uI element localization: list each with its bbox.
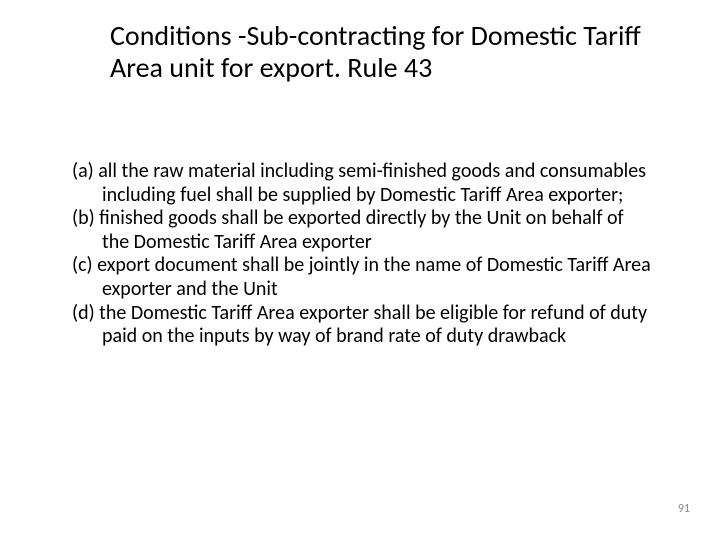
slide-body: (a) all the raw material including semi-… (72, 160, 652, 349)
condition-b: (b) finished goods shall be exported dir… (72, 207, 652, 254)
slide-title: Conditions -Sub-contracting for Domestic… (110, 20, 650, 84)
condition-d: (d) the Domestic Tariff Area exporter sh… (72, 302, 652, 349)
condition-c: (c) export document shall be jointly in … (72, 254, 652, 301)
page-number: 91 (678, 502, 690, 516)
condition-a: (a) all the raw material including semi-… (72, 160, 652, 207)
slide: Conditions -Sub-contracting for Domestic… (0, 0, 720, 540)
